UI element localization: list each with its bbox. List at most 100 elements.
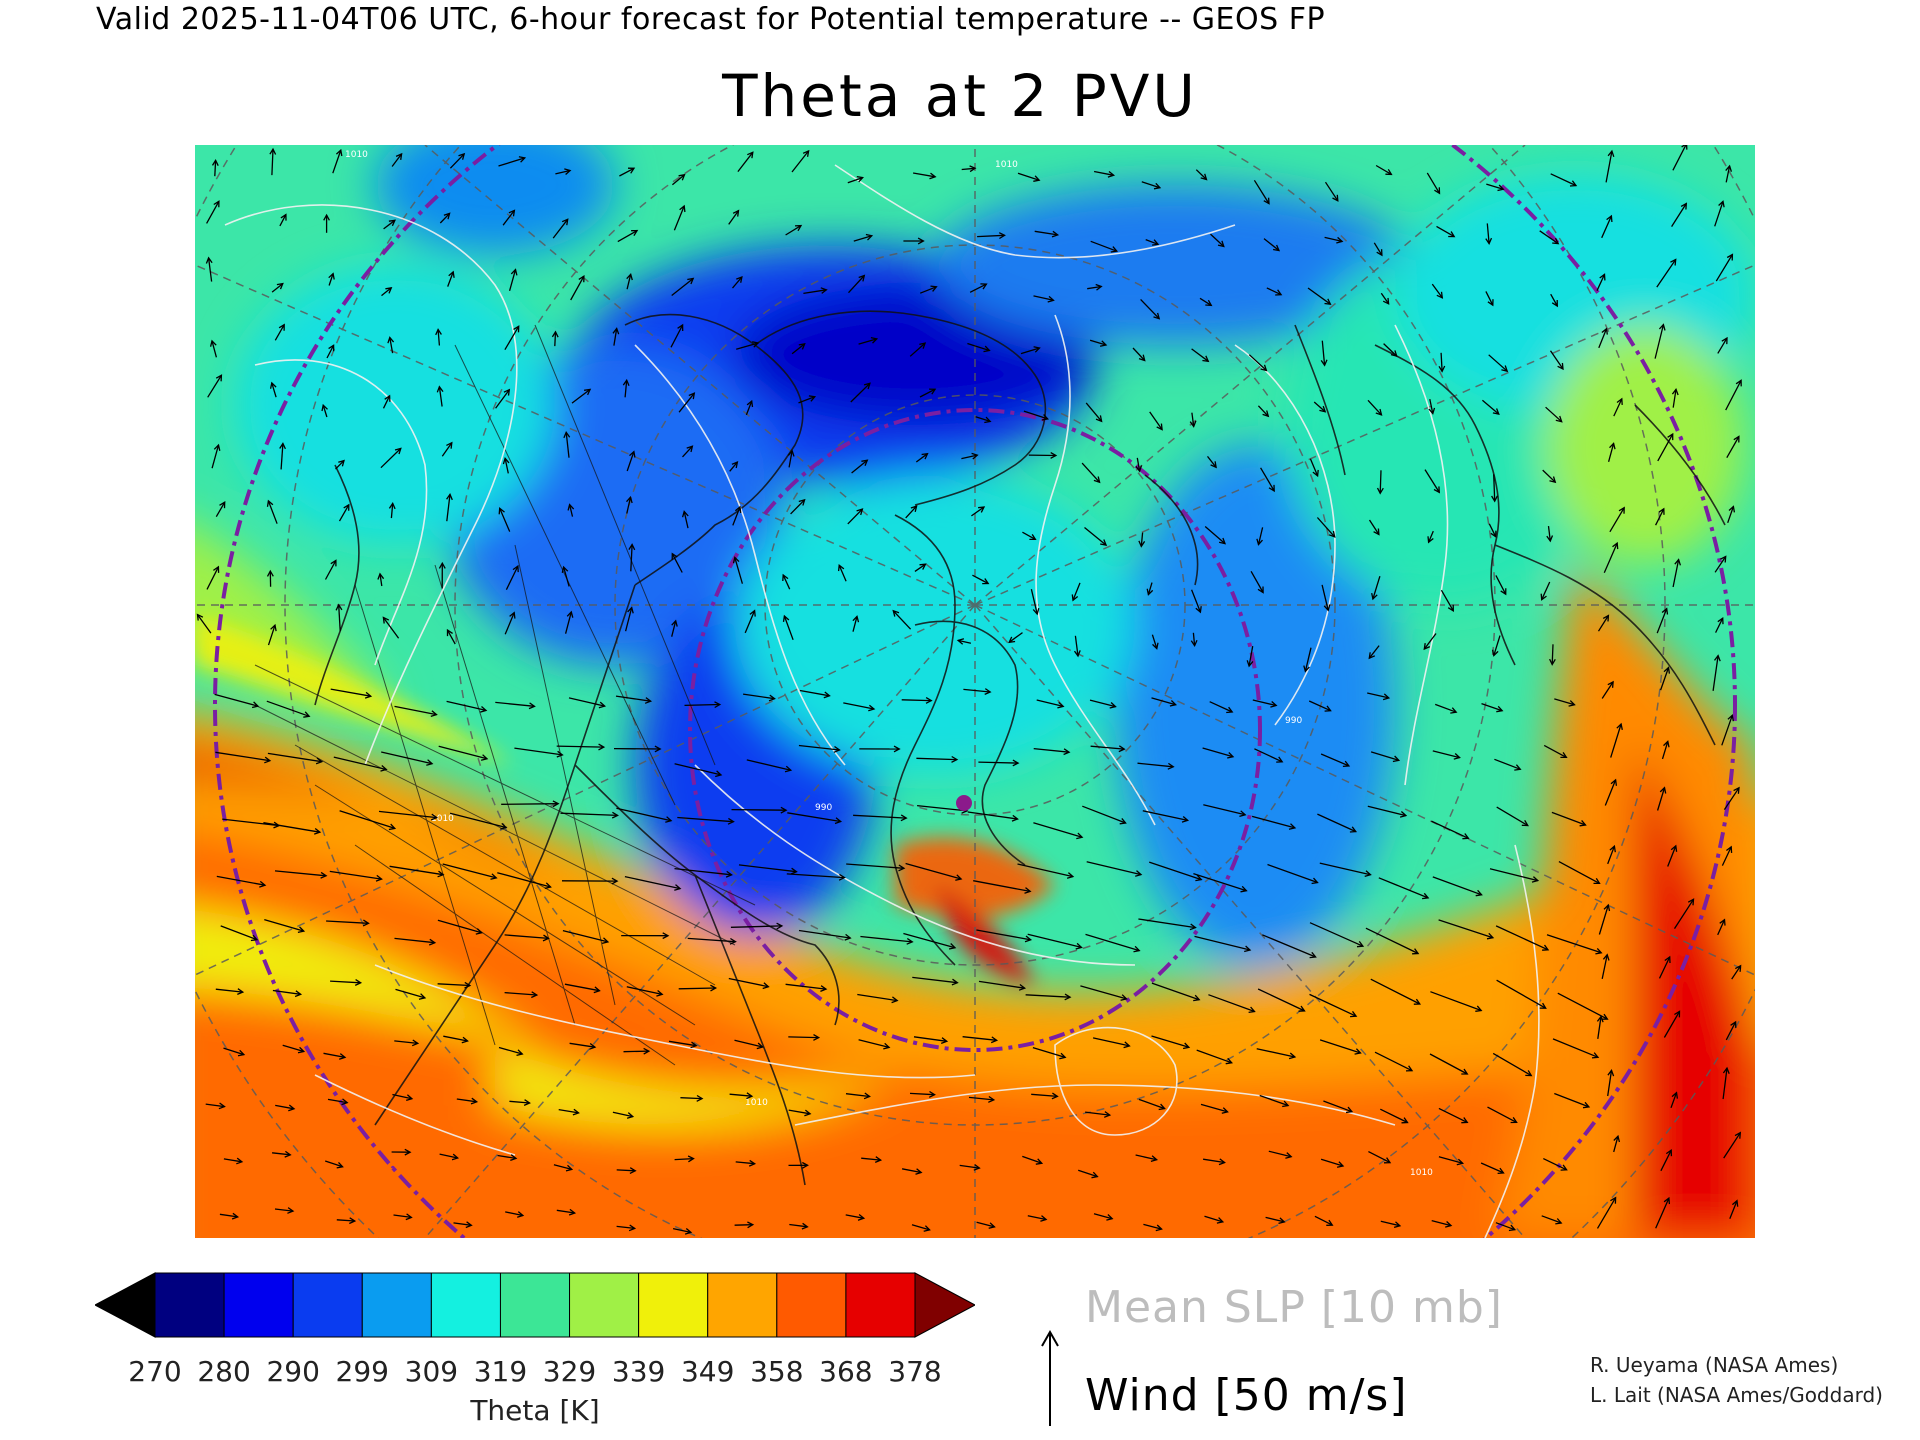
wind-vector [1200,1103,1228,1113]
wind-vector [803,289,827,295]
wind-vector-head [678,173,686,181]
wind-vector-head [627,167,636,174]
wind-vector-head [1202,355,1210,363]
wind-vector-head [1667,432,1674,441]
wind-vector [504,325,520,351]
wind-vector [1432,876,1482,896]
wind-vector-head [1064,993,1072,1001]
wind-vector-head [1607,680,1614,688]
wind-vector-head [1719,918,1726,926]
wind-vector-head [1356,941,1365,948]
wind-vector [1607,443,1615,462]
wind-vector-head [517,1211,525,1218]
colorbar-tick-label: 309 [404,1355,459,1388]
wind-vector [336,1219,355,1222]
wind-vector-head [690,1041,698,1049]
wind-vector [1726,436,1740,459]
wind-vector-head [343,503,350,511]
wind-vector [1486,183,1504,190]
wind-vector [1138,918,1196,929]
wind-vector-head [280,213,287,221]
wind-vector [729,461,738,472]
wind-vector [1148,861,1202,881]
wind-vector-head [1216,1217,1225,1224]
wind-vector-head [1461,1068,1469,1075]
wind-vector [1423,633,1437,650]
wind-vector [847,176,863,184]
wind-vector [329,870,382,880]
wind-vector-head [1422,892,1430,900]
wind-vector-head [1240,885,1248,893]
wind-vector-head [1438,365,1446,373]
wind-vector-head [1601,327,1608,335]
wind-vector-head [844,933,852,941]
colorbar-tick-label: 329 [542,1355,597,1388]
wind-vector-head [443,212,451,220]
wind-vector-head [681,510,689,518]
wind-legend: Wind [50 m/s] [1085,1370,1408,1421]
wind-vector [1141,181,1161,189]
wind-vector [674,763,722,776]
wind-vector-head [612,327,620,335]
wind-vector [787,812,841,823]
wind-vector-head [1024,887,1032,894]
wind-vector [438,745,488,760]
wind-vector [1603,542,1618,573]
wind-vector [1725,165,1731,183]
wind-vector-head [1278,1217,1286,1225]
wind-vector [903,932,956,949]
wind-vector [619,167,635,177]
wind-vector [1196,1049,1232,1064]
wind-vector-head [266,499,274,507]
wind-vector [677,816,734,823]
wind-vector [1208,994,1255,1013]
wind-vector [1725,1021,1737,1041]
wind-vector [905,862,962,880]
wind-vector [326,920,369,924]
wind-vector-head [1560,752,1568,759]
wind-vector-head [1057,701,1065,709]
wind-vector-head [1336,1161,1345,1168]
wind-vector-head [1606,214,1613,223]
wind-vector [1554,1092,1590,1108]
wind-vector [901,1168,922,1174]
wind-vector [1308,700,1331,712]
wind-vector [1673,898,1695,929]
wind-vector-head [1412,948,1420,955]
wind-vector [1543,1158,1567,1171]
wind-vector [1254,748,1283,763]
wind-vector [1145,238,1159,245]
location-marker[interactable] [956,795,972,811]
wind-vector [214,693,259,707]
wind-vector-head [956,638,965,645]
wind-vector [554,331,557,347]
wind-vector-head [384,394,391,402]
wind-vector [394,937,435,944]
wind-vector [333,756,387,771]
wind-vector [626,274,632,290]
wind-vector-head [544,882,552,890]
theta-map[interactable]: 1010 1010 1010 990 990 1010 1010 [195,145,1755,1238]
wind-vector [1368,1151,1391,1164]
wind-vector [957,639,972,644]
wind-vector [838,564,847,582]
wind-vector [389,337,394,354]
wind-vector [1190,589,1202,613]
wind-vectors [196,145,1742,1235]
wind-vector-head [572,1108,580,1116]
wind-vector-head [833,745,841,753]
wind-vector-head [679,204,686,213]
wind-vector [456,1098,477,1103]
wind-vector-head [598,701,607,709]
wind-vector [1324,181,1339,202]
wind-vector [1480,1162,1504,1174]
wind-vector [743,693,775,700]
wind-vector [1194,935,1251,951]
wind-vector [1248,645,1254,667]
wind-vector-head [1012,759,1020,767]
wind-vector [1132,347,1146,361]
wind-vector-head [1491,495,1498,503]
wind-vector-head [1276,756,1284,763]
wind-vector [1370,751,1399,761]
wind-vector-head [1073,650,1081,658]
